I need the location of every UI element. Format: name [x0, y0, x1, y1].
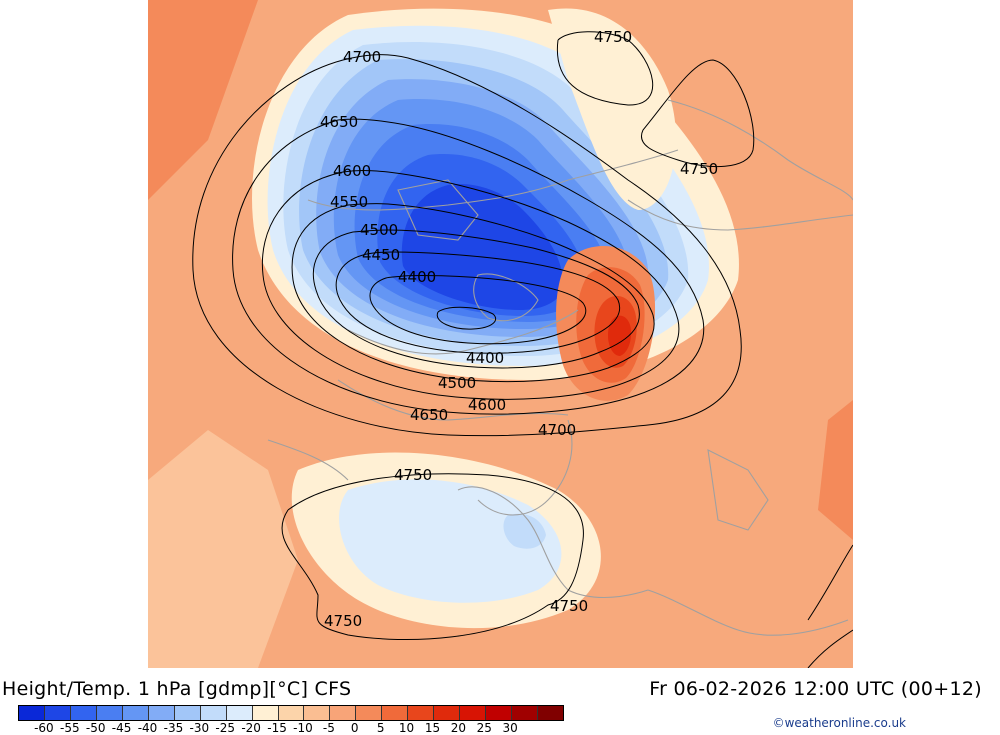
warm-patch-nw: [148, 0, 258, 200]
legend-tick-label: -30: [189, 721, 210, 735]
credit-link[interactable]: ©weatheronline.co.uk: [772, 716, 906, 730]
legend-swatch: [460, 706, 487, 720]
height-contours: [192, 31, 853, 668]
legend-tick-label: -50: [85, 721, 106, 735]
legend-tick-label: -40: [137, 721, 158, 735]
contour-label-4500-bottom: 4500: [438, 374, 476, 392]
legend-tick-label: 10: [398, 721, 415, 735]
legend-swatch: [330, 706, 357, 720]
legend-ticks: -60 -55 -50 -45 -40 -35 -30 -25 -20 -15 -10 -5 0 5 10 1…: [18, 721, 564, 735]
legend-swatch: [304, 706, 331, 720]
legend-tick-label: -20: [241, 721, 261, 735]
legend-swatch: [148, 706, 175, 720]
contour-label-4650-top: 4650: [320, 113, 358, 131]
legend-swatch: [70, 706, 97, 720]
legend-swatch: [356, 706, 383, 720]
weather-map: 4700 4650 4600 4550 4500 4450 4400 4400 …: [148, 0, 853, 668]
contour-label-4550: 4550: [330, 193, 368, 211]
legend-swatch: [174, 706, 201, 720]
legend-tick-label: -15: [267, 721, 287, 735]
legend-swatch: [122, 706, 149, 720]
contour-label-4600-top: 4600: [333, 162, 371, 180]
legend-tick-label: 30: [502, 721, 518, 735]
contour-label-4750-se: 4750: [550, 597, 588, 615]
legend-tick-label: 15: [424, 721, 441, 735]
contour-label-4600-bottom: 4600: [468, 396, 506, 414]
contour-label-4700-top: 4700: [343, 48, 381, 66]
contour-label-4650-bottom: 4650: [410, 406, 448, 424]
contour-label-4750-sw: 4750: [324, 612, 362, 630]
legend-tick-label: 0: [350, 721, 359, 735]
legend-swatch: [408, 706, 435, 720]
contour-label-4450: 4450: [362, 246, 400, 264]
legend-swatch: [44, 706, 71, 720]
contour-label-4400-bottom: 4400: [466, 349, 504, 367]
legend-swatch: [382, 706, 409, 720]
legend-swatch: [538, 706, 564, 720]
zone-europe-ltblue: [339, 479, 562, 603]
contour-label-4400-top: 4400: [398, 268, 436, 286]
legend-tick-label: -35: [163, 721, 184, 735]
legend-tick-label: 25: [476, 721, 492, 735]
legend-swatch: [96, 706, 123, 720]
contour-label-4750-europe: 4750: [394, 466, 432, 484]
legend-swatch: [512, 706, 539, 720]
warm-patch-e: [818, 400, 853, 540]
contour-label-4750-e: 4750: [680, 160, 718, 178]
legend-swatch: [434, 706, 461, 720]
legend-swatch: [19, 706, 45, 720]
legend-tick-label: -5: [322, 721, 335, 735]
legend-tick-label: -55: [59, 721, 80, 735]
zone-europe-blue: [503, 513, 546, 549]
contour-label-4700-bottom: 4700: [538, 421, 576, 439]
legend-tick-label: -25: [215, 721, 236, 735]
legend-tick-label: -10: [293, 721, 313, 735]
legend-swatch: [278, 706, 305, 720]
zone-blue6: [401, 184, 564, 310]
contour-labels: 4700 4650 4600 4550 4500 4450 4400 4400 …: [320, 28, 718, 630]
legend-swatch: [486, 706, 513, 720]
legend-tick-label: 5: [376, 721, 385, 735]
legend-swatch: [252, 706, 279, 720]
legend-swatch: [226, 706, 253, 720]
contour-label-4500-top: 4500: [360, 221, 398, 239]
legend-swatch: [200, 706, 227, 720]
legend-tick-label: -45: [111, 721, 132, 735]
contour-label-4750-ne: 4750: [594, 28, 632, 46]
warm-patch-sw: [148, 430, 298, 668]
color-legend: -60 -55 -50 -45 -40 -35 -30 -25 -20 -15 -10 -5 0 5 10 1…: [18, 705, 564, 735]
legend-tick-label: 20: [450, 721, 467, 735]
legend-tick-label: -60: [34, 721, 54, 735]
map-title: Height/Temp. 1 hPa [gdmp][°C] CFS: [2, 678, 352, 700]
legend-color-bar: [18, 705, 564, 721]
valid-time: Fr 06-02-2026 12:00 UTC (00+12): [649, 678, 982, 700]
